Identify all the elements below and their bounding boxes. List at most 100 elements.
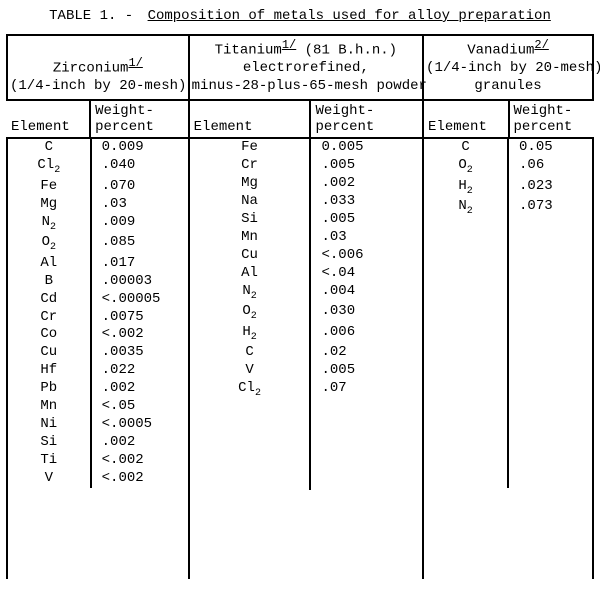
table-row [424,362,592,380]
cell-element: Ti [8,452,91,470]
cell-weight-percent [310,437,422,455]
group-subline: (1/4-inch by 20-mesh) [10,78,186,96]
cell-element: N2 [190,283,311,304]
cell-weight-percent [508,219,592,237]
cell-element [424,237,508,255]
table-row: Cr.0075 [8,309,188,327]
cell-weight-percent [310,419,422,437]
cell-element: N2 [424,198,508,219]
cell-element [424,434,508,452]
cell-weight-percent: .0075 [91,309,188,327]
cell-element [190,472,311,490]
cell-weight-percent [508,380,592,398]
cell-element: Al [190,265,311,283]
cell-element [424,273,508,291]
cell-element [190,455,311,473]
cell-weight-percent [508,452,592,470]
footnote-marker: 1/ [128,56,142,70]
cell-weight-percent [508,273,592,291]
table-row: Mg.002 [190,175,422,193]
cell-weight-percent: .006 [310,324,422,345]
cell-weight-percent: <.04 [310,265,422,283]
cell-element: Si [8,434,91,452]
table-row: Co<.002 [8,326,188,344]
table-row [424,470,592,488]
cell-element: Co [8,326,91,344]
cell-element: N2 [8,214,91,235]
cell-weight-percent [508,416,592,434]
cell-element: O2 [190,303,311,324]
cell-weight-percent [508,255,592,273]
table-row: N2.073 [424,198,592,219]
rows-vanadium: C0.05O2.06H2.023N2.073 [424,139,592,487]
group-header-vanadium: Vanadium2/ (1/4-inch by 20-mesh) granule… [424,36,592,99]
cell-weight-percent [508,309,592,327]
cell-weight-percent: .009 [91,214,188,235]
cell-element: C [8,139,91,157]
group-after-fn: (81 B.h.n.) [296,43,397,59]
cell-element: Cd [8,291,91,309]
footnote-marker: 2/ [534,38,548,52]
table-row: Ti<.002 [8,452,188,470]
table-row: Fe.070 [8,178,188,196]
cell-element [190,401,311,419]
table-row: H2.023 [424,178,592,199]
cell-element: C [424,139,508,157]
cell-weight-percent: .022 [91,362,188,380]
table-row [424,380,592,398]
table-row [424,434,592,452]
cell-weight-percent: <.002 [91,470,188,488]
cell-weight-percent: .005 [310,211,422,229]
cell-element [424,452,508,470]
table-row [424,255,592,273]
cell-weight-percent [508,326,592,344]
col-header-weight: Weight- percent [90,101,188,137]
table-row: Al<.04 [190,265,422,283]
table-row: N2.004 [190,283,422,304]
table-row: O2.06 [424,157,592,178]
cell-element: Na [190,193,311,211]
cell-weight-percent: .005 [310,362,422,380]
table-row [424,237,592,255]
cell-weight-percent [508,362,592,380]
table-row: V.005 [190,362,422,380]
group-subline: electrorefined, [192,60,420,78]
table-row [424,398,592,416]
cell-element: H2 [190,324,311,345]
table-row [424,416,592,434]
cell-weight-percent: .00003 [91,273,188,291]
composition-table: Zirconium1/ (1/4-inch by 20-mesh) Titani… [6,34,594,579]
table-row [424,309,592,327]
rows-titanium: Fe0.005Cr.005Mg.002Na.033Si.005Mn.03Cu<.… [190,139,422,490]
cell-element: Hf [8,362,91,380]
cell-element [424,344,508,362]
cell-element [424,326,508,344]
table-row: V<.002 [8,470,188,488]
cell-element [424,219,508,237]
table-row: Si.005 [190,211,422,229]
table-row: Cd<.00005 [8,291,188,309]
table-row [190,437,422,455]
cell-element: Fe [190,139,311,157]
group-subline: granules [426,78,590,96]
cell-element: Cu [190,247,311,265]
cell-element [424,416,508,434]
table-row: Cl2.07 [190,380,422,401]
cell-weight-percent: .023 [508,178,592,199]
cell-element: Mg [190,175,311,193]
table-row: Mn.03 [190,229,422,247]
table-row [190,472,422,490]
table-row [424,344,592,362]
cell-weight-percent: 0.05 [508,139,592,157]
cell-weight-percent [508,344,592,362]
table-row: Cu<.006 [190,247,422,265]
col-header-weight: Weight- percent [310,101,422,137]
table-row: N2.009 [8,214,188,235]
cell-weight-percent: 0.009 [91,139,188,157]
cell-element: V [190,362,311,380]
cell-weight-percent: .030 [310,303,422,324]
table-row: Hf.022 [8,362,188,380]
group-header-titanium: Titanium1/ (81 B.h.n.) electrorefined, m… [190,36,422,99]
table-row [424,273,592,291]
cell-weight-percent: .03 [310,229,422,247]
